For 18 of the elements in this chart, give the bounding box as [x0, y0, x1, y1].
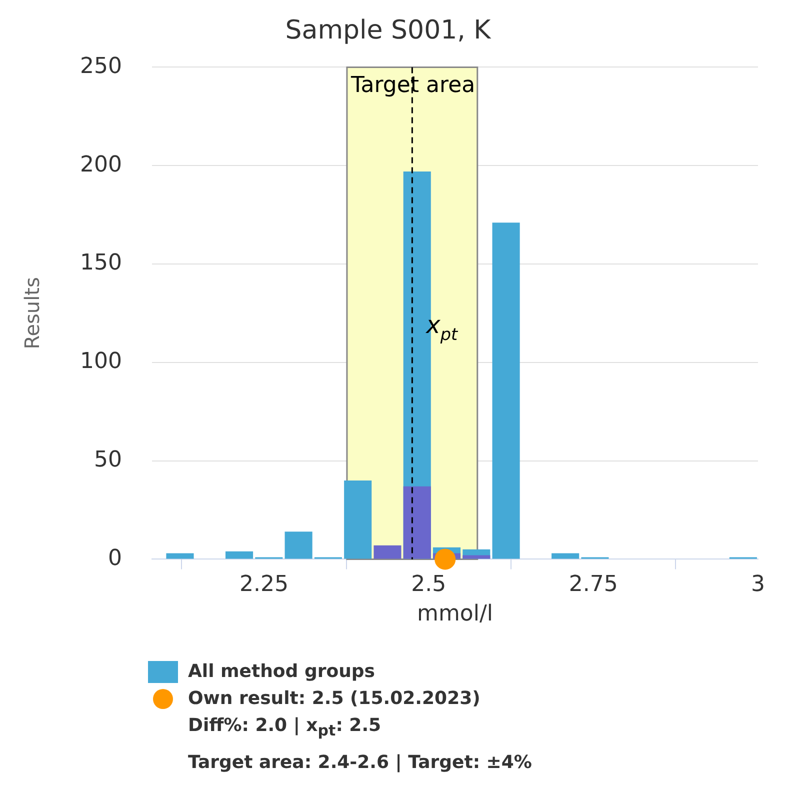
legend-label: All method groups	[188, 660, 375, 684]
text: Target area: 2.4-2.6 | Target: ±4%	[187, 750, 533, 775]
y-tick-label: 0	[108, 546, 122, 571]
y-tick-label: 250	[80, 54, 122, 79]
chart-title: Sample S001, K	[285, 15, 492, 46]
text: Diff%: 2.0 | x$_{pt}$: 2.5	[187, 714, 382, 742]
legend-label: Own result: 2.5 (15.02.2023)	[188, 687, 480, 711]
band-label: Target area	[350, 72, 476, 98]
x-tick-label: 2.25	[239, 572, 288, 598]
x-tick-label: 2.5	[411, 572, 446, 598]
y-tick-label: 100	[80, 349, 122, 374]
y-tick-label: 50	[94, 448, 122, 473]
x-tick-label: 3	[751, 572, 765, 598]
y-tick-label: 150	[80, 250, 122, 276]
x-tick-label: 2.75	[568, 572, 618, 598]
y-tick-label: 200	[80, 152, 122, 178]
x-axis-title: mmol/l	[417, 602, 493, 627]
y-axis-title: Results	[20, 277, 44, 350]
